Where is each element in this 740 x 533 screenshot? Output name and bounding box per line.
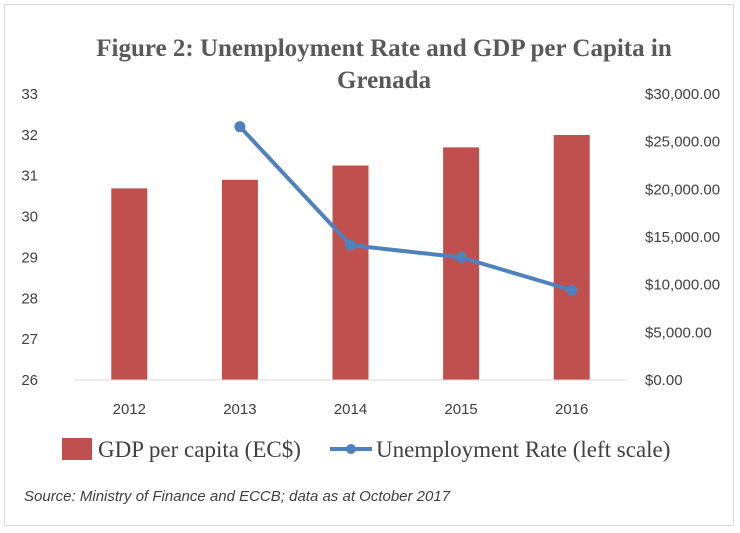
legend-label-gdp: GDP per capita (EC$) — [98, 437, 301, 462]
gdp-bar — [111, 188, 148, 380]
unemployment-point — [455, 251, 467, 263]
left-tick-label: 29 — [21, 249, 38, 266]
gdp-bar — [553, 134, 590, 380]
legend-marker-unemployment — [346, 444, 356, 454]
right-tick-label: $15,000.00 — [645, 229, 720, 246]
gdp-bar — [221, 179, 258, 380]
x-tick-label: 2016 — [555, 401, 588, 418]
legend: GDP per capita (EC$) Unemployment Rate (… — [62, 437, 670, 462]
right-tick-label: $5,000.00 — [645, 324, 712, 341]
legend-label-unemployment: Unemployment Rate (left scale) — [376, 437, 670, 462]
right-tick-label: $30,000.00 — [645, 86, 720, 103]
chart-title-line1: Figure 2: Unemployment Rate and GDP per … — [96, 35, 672, 62]
unemployment-point — [345, 239, 356, 251]
left-axis-ticks: 26 27 28 29 30 31 32 33 — [21, 86, 38, 389]
source-note: Source: Ministry of Finance and ECCB; da… — [24, 488, 451, 505]
left-tick-label: 31 — [21, 168, 38, 185]
left-tick-label: 33 — [21, 86, 38, 103]
unemployment-line-path — [238, 125, 573, 293]
x-tick-label: 2015 — [444, 401, 477, 418]
left-tick-label: 30 — [21, 209, 38, 226]
right-tick-label: $20,000.00 — [645, 181, 720, 198]
right-tick-label: $25,000.00 — [645, 134, 720, 151]
chart-title-line2: Grenada — [337, 67, 431, 94]
right-tick-label: $10,000.00 — [645, 277, 720, 294]
gdp-bar — [332, 165, 369, 380]
x-tick-label: 2014 — [334, 401, 367, 418]
left-tick-label: 32 — [21, 127, 38, 144]
x-tick-label: 2013 — [223, 401, 256, 418]
legend-swatch-gdp — [62, 438, 92, 460]
x-tick-label: 2012 — [113, 401, 146, 418]
left-tick-label: 28 — [21, 290, 38, 307]
unemployment-point — [234, 121, 246, 133]
right-axis-ticks: $0.00 $5,000.00 $10,000.00 $15,000.00 $20,00… — [645, 86, 720, 389]
right-tick-label: $0.00 — [645, 372, 683, 389]
left-tick-label: 26 — [21, 372, 38, 389]
unemployment-line — [234, 121, 578, 296]
gdp-bars — [111, 134, 590, 380]
left-tick-label: 27 — [21, 331, 38, 348]
unemployment-point — [566, 284, 578, 296]
x-axis-ticks: 2012 2013 2014 2015 2016 — [113, 401, 589, 418]
gdp-bar — [443, 147, 480, 380]
